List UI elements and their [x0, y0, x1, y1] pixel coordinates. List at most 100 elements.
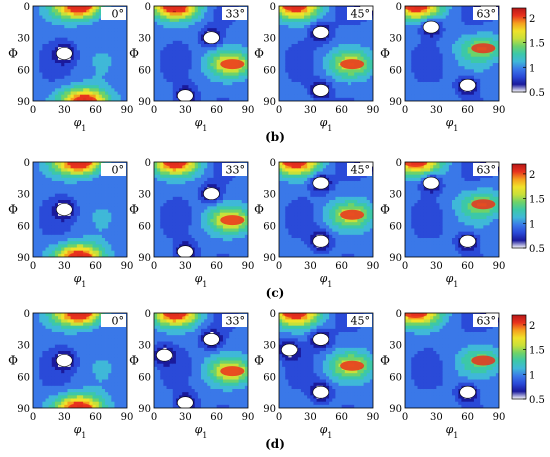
- contour-cell: [80, 184, 84, 188]
- contour-cell: [154, 9, 158, 13]
- contour-cell: [300, 47, 305, 51]
- contour-cell: [154, 85, 158, 89]
- contour-cell: [430, 47, 434, 51]
- contour-cell: [123, 215, 127, 220]
- contour-cell: [216, 25, 221, 29]
- contour-cell: [64, 253, 68, 257]
- contour-cell: [473, 69, 478, 73]
- contour-cell: [73, 219, 78, 223]
- contour-cell: [166, 82, 171, 86]
- contour-cell: [80, 171, 84, 176]
- contour-cell: [166, 253, 171, 257]
- contour-cell: [160, 28, 164, 32]
- contour-cell: [70, 238, 75, 242]
- contour-cell: [219, 40, 224, 45]
- contour-cell: [160, 222, 164, 226]
- contour-cell: [294, 44, 299, 48]
- contour-cell: [414, 44, 418, 48]
- contour-cell: [83, 69, 87, 73]
- contour-cell: [219, 18, 224, 23]
- contour-cell: [426, 53, 431, 58]
- contour-cell: [442, 37, 447, 42]
- contour-cell: [442, 94, 447, 99]
- contour-cell: [329, 37, 333, 42]
- contour-cell: [157, 241, 161, 245]
- contour-cell: [188, 212, 192, 217]
- contour-cell: [73, 193, 78, 198]
- contour-cell: [169, 85, 174, 89]
- contour-cell: [111, 88, 115, 92]
- contour-cell: [188, 63, 192, 67]
- contour-cell: [182, 69, 186, 73]
- contour-cell: [442, 9, 447, 13]
- contour-cell: [98, 28, 103, 32]
- contour-cell: [73, 34, 78, 39]
- contour-cell: [310, 15, 314, 20]
- contour-cell: [194, 85, 199, 89]
- contour-cell: [48, 168, 53, 172]
- contour-cell: [98, 21, 103, 26]
- contour-cell: [439, 6, 443, 10]
- contour-cell: [310, 94, 314, 99]
- contour-cell: [61, 219, 65, 223]
- contour-cell: [426, 50, 431, 54]
- contour-cell: [108, 66, 112, 70]
- contour-cell: [191, 28, 196, 32]
- contour-cell: [64, 34, 68, 39]
- contour-cell: [157, 234, 161, 239]
- contour-cell: [51, 177, 56, 182]
- contour-cell: [185, 37, 189, 42]
- contour-cell: [42, 177, 46, 182]
- contour-cell: [42, 28, 46, 32]
- contour-cell: [51, 25, 56, 29]
- contour-cell: [219, 97, 224, 101]
- contour-cell: [89, 78, 93, 83]
- contour-cell: [36, 18, 40, 23]
- contour-cell: [120, 187, 125, 191]
- contour-cell: [213, 56, 218, 61]
- contour-cell: [329, 56, 333, 61]
- contour-cell: [83, 241, 87, 245]
- contour-cell: [105, 31, 109, 35]
- contour-cell: [45, 181, 50, 185]
- contour-cell: [297, 31, 302, 35]
- contour-cell: [166, 231, 171, 236]
- contour-cell: [458, 97, 462, 101]
- contour-cell: [172, 97, 177, 101]
- contour-cell: [417, 40, 422, 45]
- contour-cell: [304, 66, 308, 70]
- contour-cell: [73, 222, 78, 226]
- contour-cell: [354, 44, 358, 48]
- contour-cell: [347, 78, 352, 83]
- contour-cell: [64, 21, 68, 26]
- contour-cell: [279, 9, 283, 13]
- contour-cell: [105, 50, 109, 54]
- contour-cell: [86, 184, 90, 188]
- contour-cell: [67, 66, 71, 70]
- texture-minimum: [312, 26, 330, 39]
- contour-cell: [42, 241, 46, 245]
- contour-cell: [461, 28, 465, 32]
- contour-cell: [114, 91, 118, 96]
- contour-cell: [169, 88, 174, 92]
- contour-cell: [347, 34, 352, 39]
- contour-cell: [436, 21, 440, 26]
- contour-cell: [101, 44, 106, 48]
- contour-cell: [73, 85, 78, 89]
- contour-cell: [111, 190, 115, 195]
- contour-cell: [244, 21, 248, 26]
- contour-cell: [36, 212, 40, 217]
- contour-cell: [111, 91, 115, 96]
- contour-cell: [332, 91, 336, 96]
- contour-cell: [92, 225, 97, 229]
- contour-cell: [294, 91, 299, 96]
- contour-cell: [285, 9, 289, 13]
- contour-cell: [216, 40, 221, 45]
- contour-cell: [442, 31, 447, 35]
- contour-cell: [405, 12, 409, 16]
- contour-cell: [473, 25, 478, 29]
- contour-cell: [185, 63, 189, 67]
- contour-cell: [169, 75, 174, 80]
- contour-cell: [120, 37, 125, 42]
